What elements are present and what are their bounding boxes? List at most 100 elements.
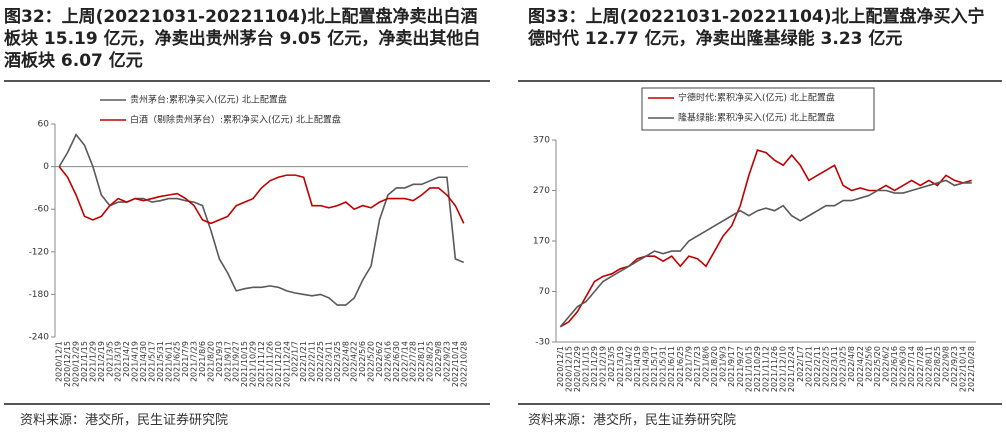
x-tick-label: 2021/12/10 xyxy=(274,341,283,387)
x-tick-label: 2022/9/8 xyxy=(434,341,443,377)
x-tick-label: 2021/3/19 xyxy=(114,341,123,382)
x-tick-label: 2021/8/6 xyxy=(198,341,207,377)
x-tick-label: 2021/3/19 xyxy=(616,346,625,387)
x-tick-label: 2020/12/1 xyxy=(556,346,565,387)
legend-label: 白酒（剔除贵州茅台）:累积净买入(亿元) 北上配置盘 xyxy=(130,114,341,126)
y-tick-label: 0 xyxy=(43,162,49,172)
x-tick-label: 2021/12/24 xyxy=(787,346,796,392)
x-tick-label: 2021/8/20 xyxy=(206,341,215,382)
x-tick-label: 2021/7/23 xyxy=(190,341,199,382)
x-tick-label: 2022/3/11 xyxy=(830,346,839,387)
x-tick-label: 2022/5/6 xyxy=(864,346,873,382)
x-tick-label: 2022/10/28 xyxy=(967,346,976,392)
y-tick-label: 170 xyxy=(533,237,550,247)
line xyxy=(58,166,465,225)
x-tick-label: 2020/12/29 xyxy=(72,341,81,387)
x-tick-label: 2022/8/11 xyxy=(417,341,426,382)
x-tick-label: 2022/7/28 xyxy=(916,346,925,387)
line xyxy=(58,133,465,306)
legend-label: 宁德时代:累积净买入(亿元) 北上配置盘 xyxy=(678,92,835,104)
x-tick-label: 2021/6/11 xyxy=(667,346,676,387)
x-tick-label: 2021/4/19 xyxy=(633,346,642,387)
line xyxy=(559,149,972,328)
chart: -30 70 170 270 370 2020/12/1 2020/12/15 2020/12… xyxy=(533,87,976,392)
x-tick-label: 2022/3/11 xyxy=(324,341,333,382)
line xyxy=(559,179,972,328)
x-tick-label: 2022/4/8 xyxy=(847,346,856,382)
source-rule xyxy=(518,403,1002,405)
y-tick-label: 70 xyxy=(539,287,551,297)
x-tick-label: 2021/4/2 xyxy=(624,346,633,382)
x-tick-label: 2020/12/15 xyxy=(564,346,573,392)
x-tick-label: 2021/3/5 xyxy=(105,341,114,377)
x-tick-label: 2022/4/22 xyxy=(856,346,865,387)
y-tick-label: 60 xyxy=(38,120,50,130)
x-tick-label: 2022/9/23 xyxy=(442,341,451,382)
legend-label: 隆基绿能:累积净买入(亿元) 北上配置盘 xyxy=(678,112,835,124)
x-tick-label: 2021/7/9 xyxy=(181,341,190,377)
x-tick-label: 2021/5/31 xyxy=(659,346,668,387)
x-tick-label: 2022/2/25 xyxy=(822,346,831,387)
x-tick-label: 2022/1/7 xyxy=(796,346,805,382)
x-tick-label: 2021/1/29 xyxy=(88,341,97,382)
x-tick-label: 2021/2/19 xyxy=(97,341,106,382)
title-rule xyxy=(4,80,490,82)
x-tick-label: 2022/10/28 xyxy=(459,341,468,387)
x-tick-label: 2022/1/7 xyxy=(291,341,300,377)
chart-title: 图33：上周(20221031-20221104)北上配置盘净买入宁德时代 12… xyxy=(528,7,985,49)
x-tick-label: 2022/6/30 xyxy=(392,341,401,382)
x-tick-label: 2022/5/20 xyxy=(367,341,376,382)
x-tick-label: 2021/11/12 xyxy=(257,341,266,387)
x-tick-label: 2021/9/17 xyxy=(727,346,736,387)
x-tick-label: 2021/10/29 xyxy=(753,346,762,392)
x-tick-label: 2022/6/16 xyxy=(383,341,392,382)
x-tick-label: 2021/6/11 xyxy=(164,341,173,382)
x-tick-label: 2021/5/17 xyxy=(650,346,659,387)
source: 资料来源：港交所，民生证券研究院 xyxy=(20,413,229,428)
x-tick-label: 2022/10/14 xyxy=(451,341,460,387)
x-tick-label: 2021/1/15 xyxy=(80,341,89,382)
x-tick-label: 2021/7/9 xyxy=(684,346,693,382)
x-tick-label: 2022/7/14 xyxy=(400,341,409,382)
x-tick-label: 2022/9/23 xyxy=(950,346,959,387)
x-tick-label: 2021/5/31 xyxy=(156,341,165,382)
y-tick-label: -120 xyxy=(29,247,50,257)
x-tick-label: 2022/5/20 xyxy=(873,346,882,387)
x-tick-label: 2022/6/2 xyxy=(882,346,891,382)
x-tick-label: 2021/11/12 xyxy=(762,346,771,392)
x-tick-label: 2021/5/17 xyxy=(147,341,156,382)
x-tick-label: 2022/10/14 xyxy=(959,346,968,392)
x-tick-label: 2022/9/8 xyxy=(942,346,951,382)
x-tick-label: 2021/4/30 xyxy=(642,346,651,387)
x-tick-label: 2021/9/27 xyxy=(736,346,745,387)
legend-label: 贵州茅台:累积净买入(亿元) 北上配置盘 xyxy=(130,94,287,106)
x-tick-label: 2022/3/25 xyxy=(839,346,848,387)
source: 资料来源：港交所，民生证券研究院 xyxy=(528,413,737,428)
x-tick-label: 2022/8/25 xyxy=(933,346,942,387)
x-tick-label: 2022/1/21 xyxy=(299,341,308,382)
title-rule xyxy=(518,80,1002,82)
y-tick-label: -240 xyxy=(29,333,50,343)
x-tick-label: 2022/3/25 xyxy=(333,341,342,382)
x-tick-label: 2021/10/29 xyxy=(249,341,258,387)
y-tick-label: -60 xyxy=(34,205,49,215)
x-tick-label: 2021/6/25 xyxy=(173,341,182,382)
x-tick-label: 2021/9/17 xyxy=(223,341,232,382)
x-tick-label: 2022/2/11 xyxy=(813,346,822,387)
x-tick-label: 2021/8/6 xyxy=(702,346,711,382)
x-tick-label: 2021/3/5 xyxy=(607,346,616,382)
x-tick-label: 2021/1/29 xyxy=(590,346,599,387)
x-tick-label: 2022/2/11 xyxy=(308,341,317,382)
x-tick-label: 2021/11/26 xyxy=(770,346,779,392)
x-tick-label: 2020/12/29 xyxy=(573,346,582,392)
x-tick-label: 2021/10/15 xyxy=(240,341,249,387)
x-tick-label: 2022/7/14 xyxy=(907,346,916,387)
x-tick-label: 2021/6/25 xyxy=(676,346,685,387)
x-tick-label: 2021/9/27 xyxy=(232,341,241,382)
x-tick-label: 2022/6/2 xyxy=(375,341,384,377)
x-tick-label: 2021/4/30 xyxy=(139,341,148,382)
x-tick-label: 2022/6/16 xyxy=(890,346,899,387)
x-tick-label: 2021/2/19 xyxy=(599,346,608,387)
x-tick-label: 2022/8/11 xyxy=(924,346,933,387)
